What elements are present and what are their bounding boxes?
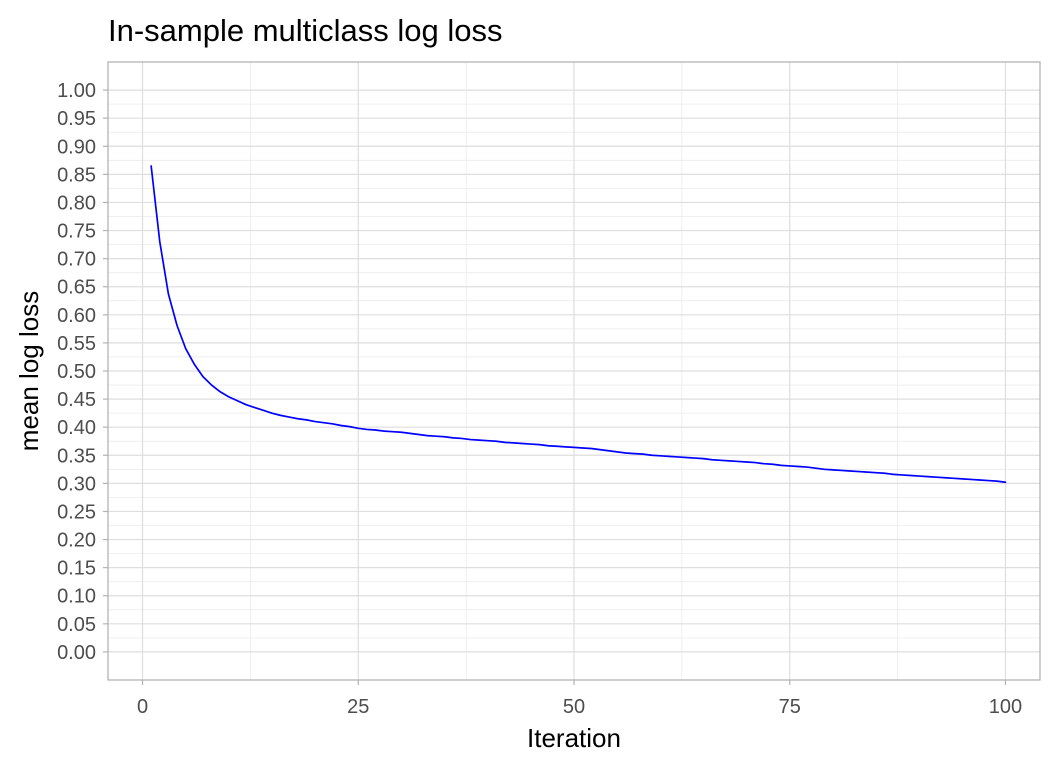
- y-tick-label: 0.20: [57, 530, 96, 552]
- x-tick-label: 75: [779, 696, 801, 718]
- y-tick-label: 0.85: [57, 164, 96, 186]
- y-tick-label: 0.05: [57, 614, 96, 636]
- y-tick-label: 0.40: [57, 417, 96, 439]
- series-line: [150, 165, 1007, 484]
- y-tick-label: 0.15: [57, 558, 96, 580]
- y-tick-label: 0.25: [57, 501, 96, 523]
- y-axis-title: mean log loss: [14, 291, 44, 451]
- x-tick-label: 100: [989, 696, 1022, 718]
- y-tick-label: 0.90: [57, 136, 96, 158]
- y-tick-label: 0.10: [57, 586, 96, 608]
- major-gridlines: [108, 62, 1040, 680]
- y-tick-label: 0.45: [57, 389, 96, 411]
- x-tick-label: 25: [347, 696, 369, 718]
- y-tick-label: 0.50: [57, 361, 96, 383]
- y-tick-label: 0.80: [57, 192, 96, 214]
- y-tick-label: 0.30: [57, 473, 96, 495]
- y-tick-label: 0.35: [57, 445, 96, 467]
- y-tick-label: 1.00: [57, 80, 96, 102]
- y-tick-label: 0.55: [57, 333, 96, 355]
- x-tick-label: 50: [563, 696, 585, 718]
- x-tick-label: 0: [137, 696, 148, 718]
- y-tick-label: 0.60: [57, 305, 96, 327]
- y-axis-ticks: 0.00 0.05 0.10 0.15 0.20 0.25 0.30 0.35 0.40 0.45…: [57, 80, 108, 664]
- y-tick-label: 0.75: [57, 221, 96, 243]
- x-axis-ticks: 0 25 50 75 100: [137, 680, 1022, 718]
- y-tick-label: 0.95: [57, 108, 96, 130]
- x-axis-title: Iteration: [527, 723, 621, 753]
- y-tick-label: 0.00: [57, 642, 96, 664]
- y-tick-label: 0.65: [57, 277, 96, 299]
- series-layer: [150, 165, 1007, 484]
- y-tick-label: 0.70: [57, 249, 96, 271]
- chart-title: In-sample multiclass log loss: [108, 13, 503, 48]
